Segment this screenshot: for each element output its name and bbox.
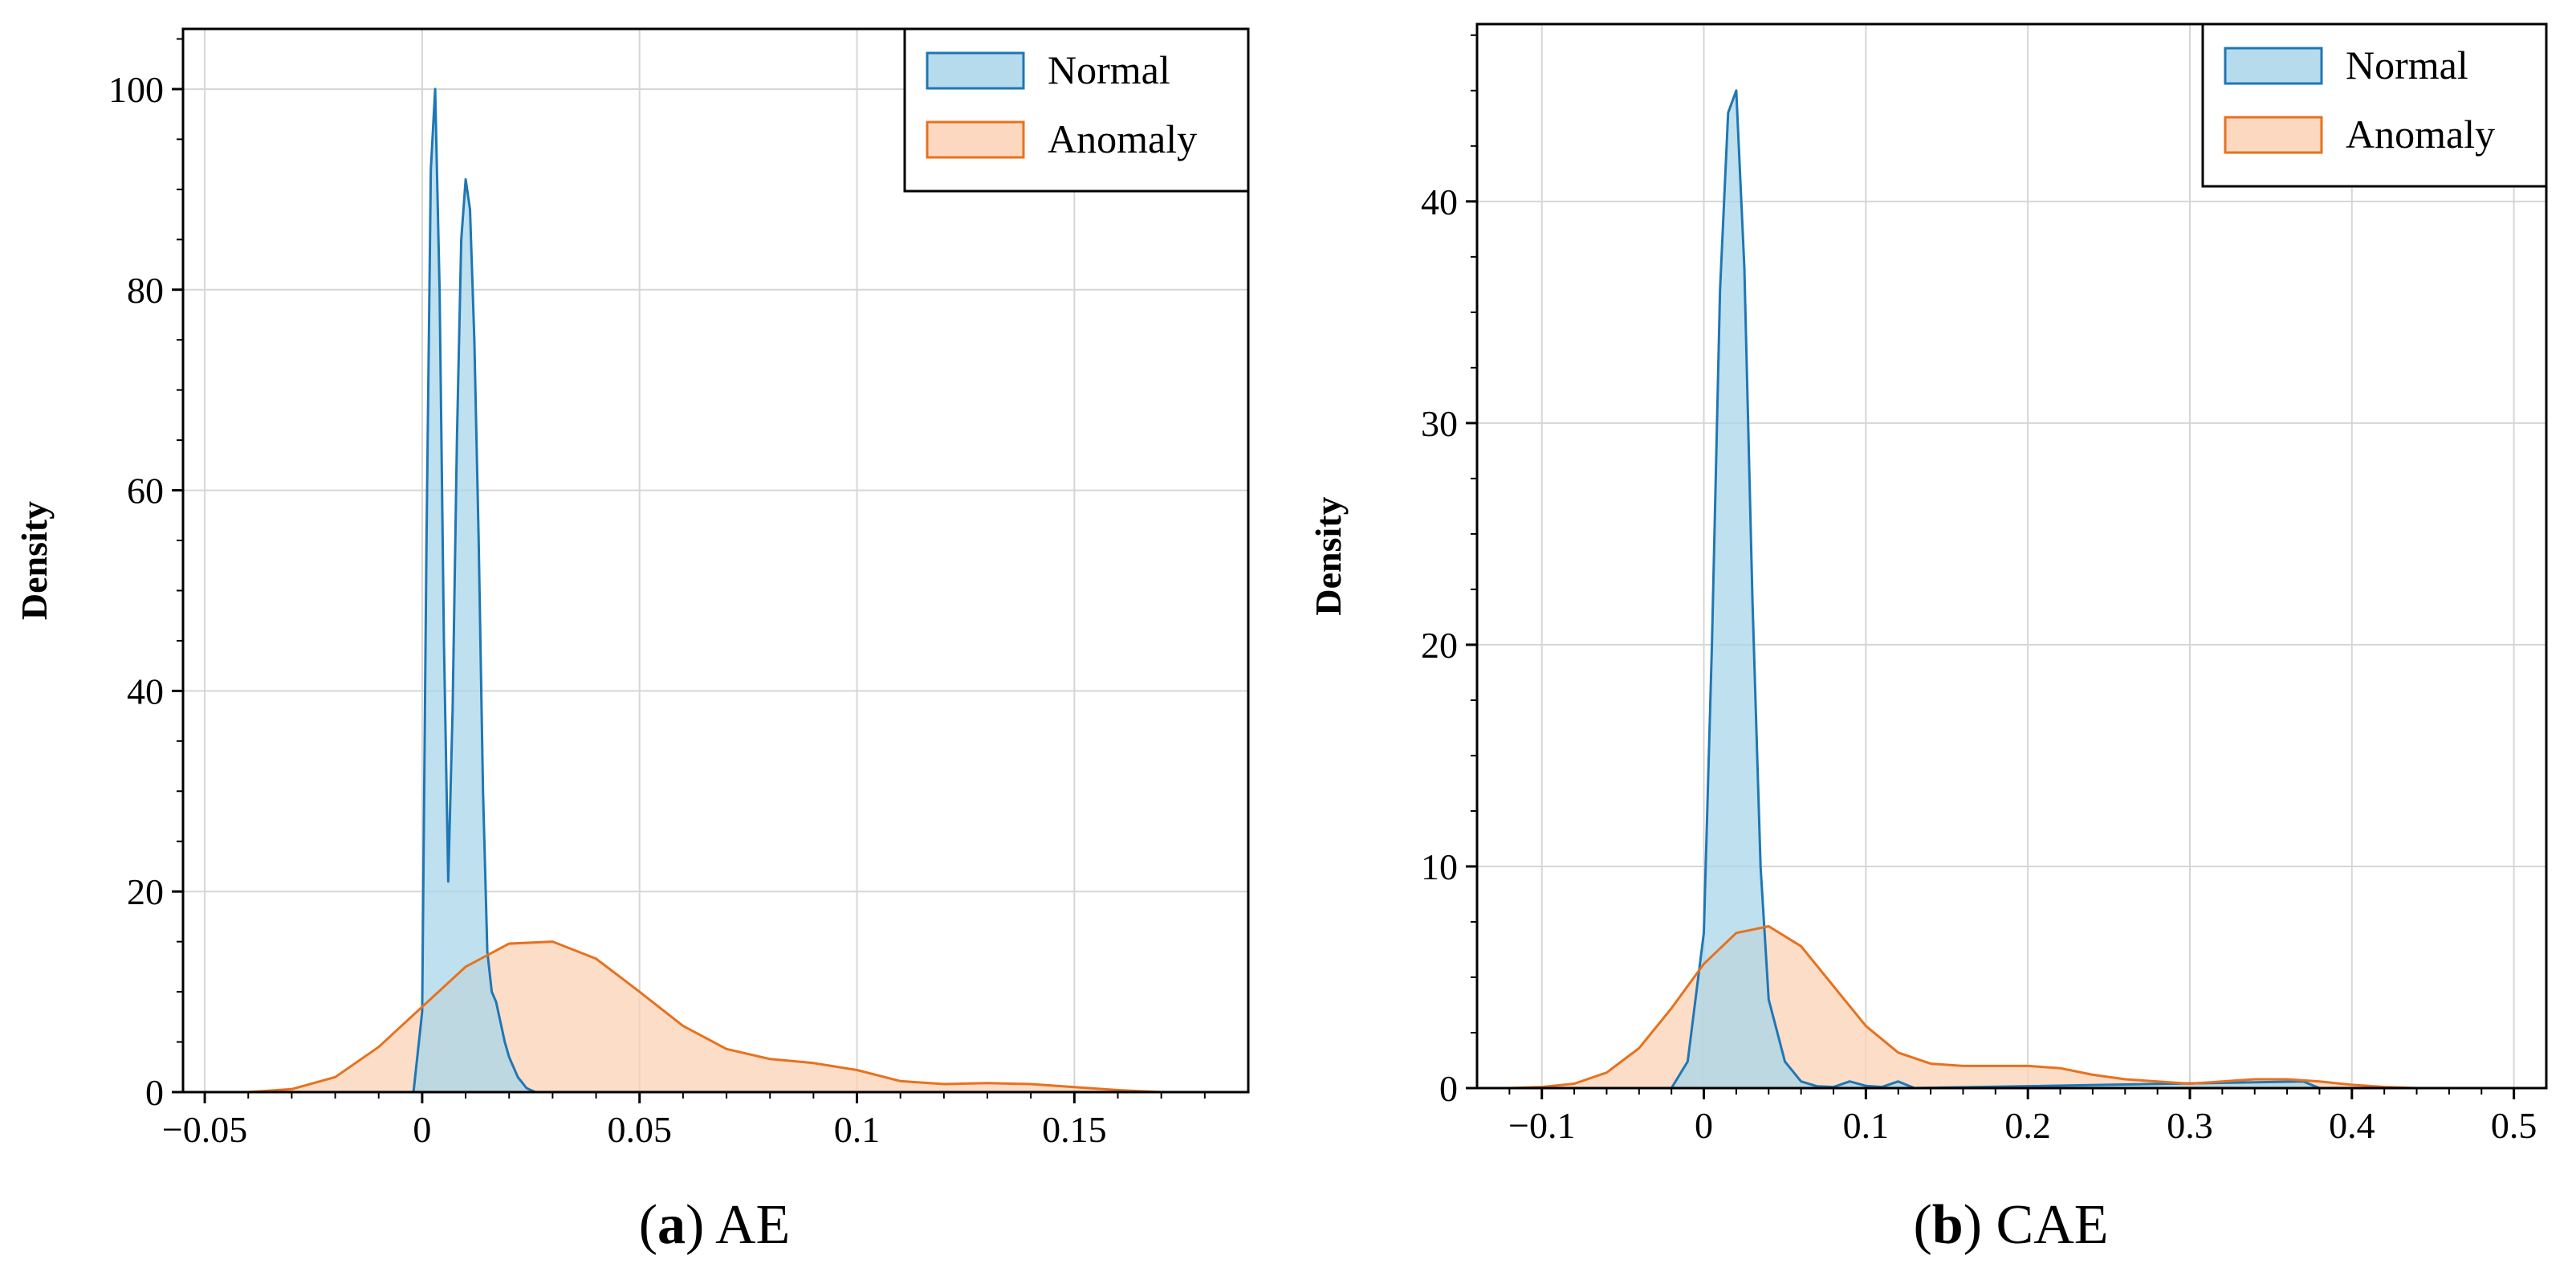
series-line-anomaly bbox=[1509, 925, 2417, 1090]
legend-swatch-anomaly bbox=[2224, 116, 2323, 154]
panel-cae: −0.1 0 0.1 0.2 0.3 0.4 0.5 0 10 20 30 40 Density Norm… bbox=[1308, 22, 2548, 1256]
legend-label-normal: Normal bbox=[1048, 47, 1170, 92]
y-axis-title: Density bbox=[1308, 496, 1349, 615]
panel-caption: (b) CAE bbox=[1913, 1194, 2108, 1256]
legend-swatch-normal bbox=[926, 51, 1025, 90]
panel-caption: (a) AE bbox=[639, 1194, 791, 1256]
caption-letter: a bbox=[657, 1194, 686, 1256]
y-tick-label: 80 bbox=[127, 270, 164, 311]
y-tick-label: 40 bbox=[1421, 181, 1458, 222]
series-area-anomaly bbox=[1509, 926, 2417, 1088]
plot-frame bbox=[181, 27, 1250, 1094]
legend-swatch-anomaly bbox=[926, 120, 1025, 159]
y-tick-label: 30 bbox=[1421, 403, 1458, 444]
legend: Normal Anomaly bbox=[903, 27, 1250, 193]
x-tick-label: 0.2 bbox=[2004, 1105, 2051, 1146]
caption-title: AE bbox=[715, 1194, 790, 1256]
y-tick-label: 60 bbox=[127, 471, 164, 512]
x-tick-label: 0 bbox=[413, 1109, 431, 1150]
caption-title: CAE bbox=[1996, 1194, 2109, 1256]
x-tick-label: 0.3 bbox=[2167, 1105, 2213, 1146]
series-line-normal bbox=[412, 88, 536, 1094]
series-area-anomaly bbox=[248, 941, 1162, 1092]
y-tick-label: 10 bbox=[1421, 846, 1458, 887]
x-tick-label: 0.1 bbox=[1843, 1105, 1890, 1146]
x-tick-label: 0.4 bbox=[2329, 1105, 2375, 1146]
caption-close-paren: ) bbox=[1964, 1194, 1996, 1256]
y-tick-label: 0 bbox=[145, 1072, 164, 1113]
series-area-normal bbox=[1671, 90, 2320, 1088]
y-tick-label: 0 bbox=[1439, 1068, 1458, 1109]
y-axis-title: Density bbox=[14, 501, 55, 620]
plot-frame bbox=[1475, 22, 2548, 1090]
series-line-normal bbox=[1670, 89, 2321, 1090]
legend-box bbox=[903, 27, 1250, 193]
y-tick-label: 100 bbox=[108, 69, 164, 110]
caption-open-paren: ( bbox=[1913, 1194, 1931, 1256]
y-tick-label: 40 bbox=[127, 671, 164, 711]
legend-label-anomaly: Anomaly bbox=[1048, 116, 1197, 161]
legend: Normal Anomaly bbox=[2201, 22, 2548, 188]
series-area-normal bbox=[413, 88, 535, 1092]
x-tick-label: −0.1 bbox=[1508, 1105, 1575, 1146]
x-tick-label: 0.1 bbox=[834, 1109, 881, 1150]
caption-open-paren: ( bbox=[639, 1194, 657, 1256]
x-tick-label: 0.5 bbox=[2491, 1105, 2537, 1146]
legend-swatch-normal bbox=[2224, 47, 2323, 85]
panel-ae: −0.05 0 0.05 0.1 0.15020406080100DensityNorm… bbox=[14, 27, 1250, 1256]
series-line-anomaly bbox=[248, 940, 1162, 1094]
x-tick-label: 0.15 bbox=[1042, 1109, 1107, 1150]
y-tick-label: 20 bbox=[127, 871, 164, 912]
caption-close-paren: ) bbox=[686, 1194, 715, 1256]
x-tick-label: −0.05 bbox=[162, 1109, 247, 1150]
x-tick-label: 0 bbox=[1695, 1105, 1713, 1146]
x-tick-label: 0.05 bbox=[607, 1109, 672, 1150]
legend-label-normal: Normal bbox=[2346, 43, 2468, 88]
caption-letter: b bbox=[1932, 1194, 1964, 1256]
y-tick-label: 20 bbox=[1421, 625, 1458, 666]
legend-label-anomaly: Anomaly bbox=[2346, 112, 2495, 157]
